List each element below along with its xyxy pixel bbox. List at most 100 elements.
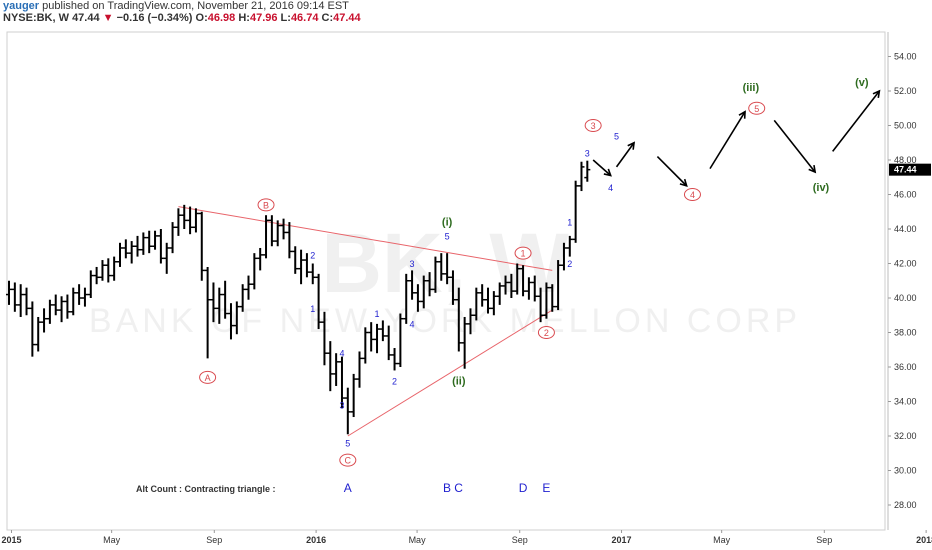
ohlc-bar (257, 247, 264, 271)
ohlc-bar (432, 256, 439, 293)
open-label: O: (195, 12, 208, 24)
ohlc-bar (490, 291, 497, 316)
ohlc-bar (584, 160, 591, 182)
low-value: 46.74 (290, 12, 319, 24)
ohlc-bar (502, 275, 509, 295)
ohlc-bar (263, 215, 270, 259)
label-text: B (263, 200, 269, 210)
down-arrow-icon: ▼ (102, 12, 114, 24)
time-axis[interactable]: 2015 May Sep 2016 May Sep 2017 May Sep 2018 (1, 530, 932, 545)
current-price-tag (889, 163, 931, 176)
label-circle (514, 246, 532, 260)
symbol-label: NYSE:BK, W (3, 12, 69, 24)
ohlc-bar (315, 273, 322, 330)
publish-line: yauger published on TradingView.com, Nov… (3, 0, 349, 13)
high-value: 47.96 (249, 12, 278, 24)
ohlc-bar (403, 273, 410, 324)
ohlc-bar (391, 348, 398, 371)
wave-label-minor: 1 (375, 309, 380, 319)
ohlc-bar (560, 242, 567, 271)
ohlc-bar (414, 284, 421, 312)
ohlc-bar (467, 308, 474, 335)
ohlc-bar (17, 284, 24, 317)
arrow-shaft (709, 111, 746, 170)
time-tick-label: 2017 (612, 535, 632, 545)
wave-label-minor: 2 (567, 259, 572, 269)
wave-label-circle: B (257, 198, 275, 212)
ohlc-bar (93, 266, 100, 285)
ohlc-bar (303, 253, 310, 278)
ohlc-bar (531, 275, 538, 302)
price-tick-label: 38.00 (894, 328, 917, 338)
ohlc-bar (286, 222, 293, 259)
ohlc-bar (461, 316, 468, 369)
ohlc-bar (309, 263, 316, 285)
published-text: published on TradingView.com, November 2… (42, 0, 349, 12)
ohlc-bar (374, 323, 381, 354)
trendlines (178, 206, 553, 437)
ohlc-bar (409, 270, 416, 300)
arrow-shaft (832, 90, 881, 152)
open-value: 46.98 (207, 12, 236, 24)
wave-labels: A B C 1 2 3 4 5 1 2 3 4 5 1 2 3 4 5 1 2 3 4 5 (i) (ii) (iii) (iv) (… (199, 77, 869, 467)
ohlc-bar (455, 287, 462, 352)
ohlc-bar (368, 322, 375, 352)
price-axis[interactable]: 54.00 52.00 50.00 48.00 46.00 44.00 42.00 40.00… (887, 32, 931, 530)
time-tick-label: Sep (512, 535, 528, 545)
ohlc-bar (216, 287, 223, 324)
ohlc-bar (438, 253, 445, 281)
price-tick-label: 32.00 (894, 431, 917, 441)
ohlc-bar (356, 351, 363, 388)
ohlc-bar (116, 242, 123, 267)
author-name[interactable]: yauger (3, 0, 40, 12)
time-tick-label: Sep (816, 535, 832, 545)
ohlc-bar (385, 325, 392, 361)
ohlc-bar (187, 206, 194, 235)
price-tick-label: 40.00 (894, 293, 917, 303)
triangle-letter: E (542, 481, 550, 495)
price-tick-label: 46.00 (894, 190, 917, 200)
price-tick-label: 36.00 (894, 362, 917, 372)
label-text: 2 (544, 328, 549, 338)
ohlc-bar (146, 230, 153, 254)
ohlc-bar (520, 265, 527, 297)
arrow-head (603, 168, 612, 177)
ohlc-bar (473, 287, 480, 321)
ohlc-bar (64, 294, 71, 319)
wave-label-circle: 2 (537, 326, 555, 339)
projection-arrow (592, 159, 612, 177)
label-text: A (205, 373, 211, 383)
ohlc-bar (268, 215, 275, 247)
change-value: −0.16 (−0.34%) (116, 12, 193, 24)
arrow-head (808, 165, 817, 174)
ohlc-bar (274, 220, 281, 247)
ohlc-bar (344, 387, 351, 435)
label-text: C (345, 456, 352, 466)
ohlc-bar (76, 284, 83, 305)
ohlc-bar (210, 282, 217, 323)
ohlc-bar (157, 229, 164, 264)
wave-label-minor: 1 (310, 304, 315, 314)
ohlc-bar (87, 270, 94, 298)
ohlc-bar (175, 208, 182, 236)
arrow-head (679, 178, 688, 188)
wave-label-green: (v) (855, 77, 869, 89)
wave-label-minor: 5 (445, 231, 450, 241)
wave-label-minor: 2 (392, 376, 397, 386)
price-tick-label: 44.00 (894, 224, 917, 234)
alt-count-annotation: Alt Count : Contracting triangle : A B C D… (136, 481, 550, 495)
label-circle (199, 370, 217, 384)
ohlc-bar (181, 204, 188, 229)
arrow-shaft (656, 155, 688, 187)
ohlc-bar (525, 277, 532, 300)
arrow-shaft (615, 142, 635, 168)
ohlc-bar (128, 241, 135, 264)
price-tick-label: 28.00 (894, 500, 917, 510)
wave-label-circle: 1 (514, 246, 532, 260)
ohlc-bar (444, 253, 451, 285)
wave-label-green: (iv) (813, 182, 830, 194)
wave-label-circle: A (199, 370, 217, 384)
ohlc-bar (204, 266, 211, 359)
ohlc-bar (70, 287, 77, 316)
